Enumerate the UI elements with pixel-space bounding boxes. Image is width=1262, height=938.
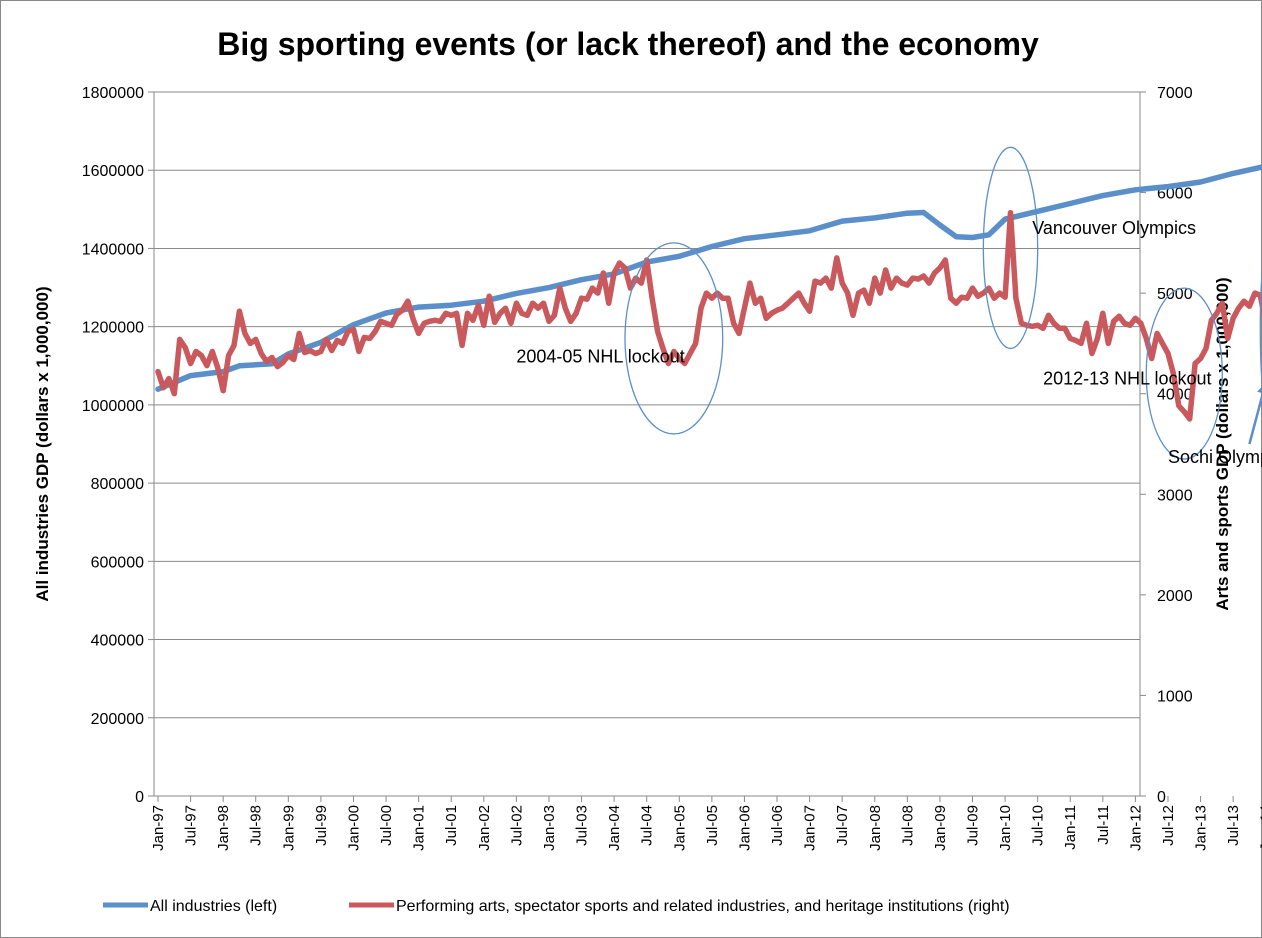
x-tick-label: Jul-01	[443, 805, 460, 846]
right-tick-label: 7000	[1157, 85, 1193, 102]
x-tick-label: Jul-03	[574, 805, 591, 846]
x-tick-label: Jul-09	[965, 805, 982, 846]
left-tick-label: 1200000	[82, 320, 144, 337]
chart-title: Big sporting events (or lack thereof) an…	[217, 26, 1039, 62]
x-tick-label: Jul-06	[769, 805, 786, 846]
left-tick-label: 1400000	[82, 241, 144, 258]
legend-label-arts-sports: Performing arts, spectator sports and re…	[396, 898, 1010, 915]
x-tick-label: Jan-09	[932, 805, 949, 851]
left-tick-label: 400000	[91, 633, 144, 650]
annotation-label: Vancouver Olympics	[1032, 218, 1196, 238]
x-tick-label: Jan-08	[867, 805, 884, 851]
x-tick-label: Jul-05	[704, 805, 721, 846]
x-tick-label: Jan-11	[1062, 805, 1079, 850]
series-line-arts-sports	[155, 209, 1262, 422]
left-axis-ticks: 0 200000 400000 600000 800000 1000000 1200000 1…	[82, 85, 154, 806]
x-tick-label: Jan-97	[150, 805, 167, 851]
left-tick-label: 1800000	[82, 85, 144, 102]
right-tick-label: 6000	[1157, 186, 1193, 203]
x-tick-label: Jan-04	[606, 805, 623, 851]
x-tick-label: Jan-03	[541, 805, 558, 851]
series-line-all-industries	[155, 164, 1262, 392]
x-tick-label: Jan-12	[1127, 805, 1144, 851]
x-tick-label: Jul-08	[899, 805, 916, 846]
x-tick-label: Jul-04	[639, 805, 656, 846]
x-tick-label: Jul-98	[248, 805, 265, 846]
x-tick-label: Jan-02	[476, 805, 493, 851]
right-tick-label: 0	[1157, 789, 1166, 806]
x-tick-label: Jul-02	[508, 805, 525, 846]
y-left-axis-title: All industries GDP (dollars x 1,000,000)	[33, 286, 52, 601]
annotation-circle	[982, 146, 1039, 350]
x-tick-label: Jul-10	[1030, 805, 1047, 846]
x-tick-label: Jan-98	[215, 805, 232, 851]
annotation-circles	[624, 146, 1262, 460]
right-tick-label: 1000	[1157, 688, 1193, 705]
series-layer	[155, 164, 1262, 422]
y-right-axis-title: Arts and sports GDP (dollars x 1,000,000…	[1213, 277, 1232, 610]
annotation-circle	[1259, 265, 1262, 391]
right-tick-label: 3000	[1157, 487, 1193, 504]
left-tick-label: 0	[135, 789, 144, 806]
x-tick-label: Jan-01	[411, 805, 428, 851]
x-tick-label: Jul-12	[1160, 805, 1177, 846]
x-tick-label: Jan-10	[997, 805, 1014, 851]
x-tick-label: Jan-14	[1258, 805, 1262, 851]
annotation-label: Sochi Olympics	[1168, 447, 1262, 467]
legend: All industries (left) Performing arts, s…	[103, 898, 1010, 915]
x-axis-ticks: Jan-97 Jul-97 Jan-98 Jul-98 Jan-99 Jul-99 Jan-…	[150, 796, 1262, 851]
x-tick-label: Jul-07	[834, 805, 851, 846]
annotation-label: 2012-13 NHL lockout	[1043, 369, 1211, 389]
left-tick-label: 600000	[91, 554, 144, 571]
left-tick-label: 1600000	[82, 163, 144, 180]
x-tick-label: Jul-00	[378, 805, 395, 846]
annotation-arrow	[1248, 391, 1262, 445]
x-tick-label: Jan-07	[802, 805, 819, 851]
x-tick-label: Jan-13	[1193, 805, 1210, 851]
x-tick-label: Jul-99	[313, 805, 330, 846]
right-tick-label: 2000	[1157, 588, 1193, 605]
annotation-label: 2004-05 NHL lockout	[516, 347, 684, 367]
left-tick-label: 1000000	[82, 398, 144, 415]
x-tick-label: Jan-06	[736, 805, 753, 851]
x-tick-label: Jan-05	[671, 805, 688, 851]
annotation-circle	[1145, 287, 1223, 460]
grid	[153, 91, 1141, 797]
left-tick-label: 200000	[91, 711, 144, 728]
x-tick-label: Jul-11	[1095, 805, 1112, 845]
x-tick-label: Jan-99	[280, 805, 297, 851]
annotation-arrowhead	[1257, 386, 1262, 394]
left-tick-label: 800000	[91, 476, 144, 493]
x-tick-label: Jul-13	[1225, 805, 1242, 846]
legend-label-all-industries: All industries (left)	[150, 898, 277, 915]
annotations: 2004-05 NHL lockout Vancouver Olympics 201…	[516, 218, 1262, 467]
annotation-circle	[624, 242, 724, 435]
x-tick-label: Jul-97	[183, 805, 200, 846]
x-tick-label: Jan-00	[345, 805, 362, 851]
